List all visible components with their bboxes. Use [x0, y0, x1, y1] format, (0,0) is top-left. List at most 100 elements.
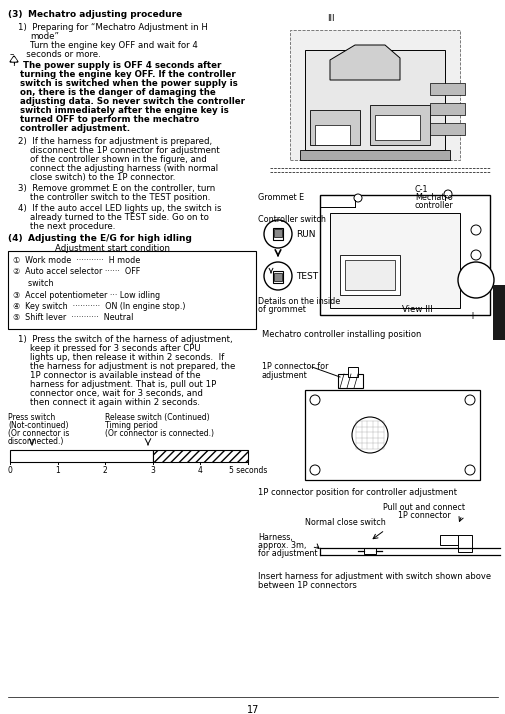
Text: disconnected.): disconnected.): [8, 437, 64, 446]
Text: the next procedure.: the next procedure.: [30, 222, 115, 231]
Text: ⑤  Shift lever  ···········  Neutral: ⑤ Shift lever ··········· Neutral: [13, 313, 133, 323]
Text: approx. 3m,: approx. 3m,: [258, 541, 306, 550]
Bar: [344, 260, 394, 290]
Bar: [329, 213, 459, 308]
Polygon shape: [329, 45, 399, 80]
Text: !: !: [13, 61, 16, 66]
Bar: [273, 271, 282, 283]
Bar: [273, 228, 282, 240]
Polygon shape: [12, 58, 17, 61]
Text: switch is switched when the power supply is: switch is switched when the power supply…: [20, 79, 237, 88]
Text: lights up, then release it within 2 seconds.  If: lights up, then release it within 2 seco…: [30, 353, 224, 362]
Circle shape: [464, 395, 474, 405]
Text: 1P connector is available instead of the: 1P connector is available instead of the: [30, 371, 200, 380]
Text: 4: 4: [197, 466, 203, 475]
Bar: [310, 110, 359, 145]
Text: View III: View III: [401, 305, 432, 314]
Bar: [305, 50, 444, 150]
Text: already turned to the TEST side. Go on to: already turned to the TEST side. Go on t…: [30, 213, 209, 222]
Text: controller adjustment.: controller adjustment.: [20, 124, 130, 133]
Bar: [319, 195, 489, 315]
Circle shape: [354, 194, 361, 202]
Text: 1P connector for: 1P connector for: [262, 362, 328, 371]
Text: 4)  If the auto accel LED lights up, the switch is: 4) If the auto accel LED lights up, the …: [18, 204, 221, 213]
Text: Timing period: Timing period: [105, 421, 158, 430]
Text: then connect it again within 2 seconds.: then connect it again within 2 seconds.: [30, 398, 199, 407]
Text: adjustment: adjustment: [262, 371, 307, 380]
Text: of grommet: of grommet: [258, 305, 305, 314]
Text: switch: switch: [13, 279, 54, 288]
Text: adjusting data. So never switch the controller: adjusting data. So never switch the cont…: [20, 97, 244, 106]
Text: ④  Key switch  ···········  ON (In engine stop.): ④ Key switch ··········· ON (In engine s…: [13, 302, 185, 311]
Text: Adjustment start condition: Adjustment start condition: [55, 244, 170, 253]
Text: +: +: [467, 311, 475, 321]
Text: close switch) to the 1P connector.: close switch) to the 1P connector.: [30, 173, 175, 182]
Text: the harness for adjustment is not prepared, the: the harness for adjustment is not prepar…: [30, 362, 235, 371]
Text: RUN: RUN: [295, 230, 315, 239]
Text: Controller switch: Controller switch: [258, 215, 325, 224]
Text: 0: 0: [8, 466, 13, 475]
Circle shape: [457, 262, 493, 298]
Text: Mechatro controller installing position: Mechatro controller installing position: [262, 330, 421, 339]
Bar: [305, 390, 479, 480]
Text: Details on the inside: Details on the inside: [258, 297, 339, 306]
Text: C-1: C-1: [414, 185, 428, 194]
Bar: [339, 255, 399, 295]
Text: (3): (3): [8, 10, 29, 19]
Text: keep it pressed for 3 seconds after CPU: keep it pressed for 3 seconds after CPU: [30, 344, 200, 353]
Text: (Not-continued): (Not-continued): [8, 421, 68, 430]
Text: The power supply is OFF 4 seconds after: The power supply is OFF 4 seconds after: [20, 61, 221, 70]
Bar: [8, 251, 256, 329]
Text: ①  Work mode  ···········  H mode: ① Work mode ··········· H mode: [13, 256, 140, 265]
Text: 17: 17: [246, 705, 259, 714]
Text: seconds or more.: seconds or more.: [18, 50, 100, 59]
Text: ②  Auto accel selector ······  OFF: ② Auto accel selector ······ OFF: [13, 268, 140, 276]
Bar: [315, 125, 349, 145]
Text: of the controller shown in the figure, and: of the controller shown in the figure, a…: [30, 155, 207, 164]
Circle shape: [464, 465, 474, 475]
Bar: [363, 548, 375, 554]
Text: mode”: mode”: [30, 32, 59, 41]
Bar: [337, 374, 362, 388]
Text: 1P connector: 1P connector: [397, 511, 450, 520]
Bar: [274, 229, 281, 237]
Text: Normal close switch: Normal close switch: [305, 518, 385, 527]
Text: ③  Accel potentiometer ··· Low idling: ③ Accel potentiometer ··· Low idling: [13, 291, 160, 299]
Text: 5 seconds: 5 seconds: [228, 466, 267, 475]
Text: Mechatro adjusting procedure: Mechatro adjusting procedure: [28, 10, 182, 19]
Bar: [429, 123, 464, 135]
Bar: [299, 150, 449, 160]
Text: on, there is the danger of damaging the: on, there is the danger of damaging the: [20, 88, 215, 97]
Text: 1)  Preparing for “Mechatro Adjustment in H: 1) Preparing for “Mechatro Adjustment in…: [18, 23, 208, 32]
Text: (Or connector is: (Or connector is: [8, 429, 69, 438]
Text: III: III: [326, 14, 334, 23]
Text: Release switch (Continued): Release switch (Continued): [105, 413, 209, 422]
Bar: [274, 273, 281, 281]
Text: Pull out and connect: Pull out and connect: [382, 503, 464, 512]
Text: 1)  Press the switch of the harness of adjustment,: 1) Press the switch of the harness of ad…: [18, 335, 232, 344]
Text: the controller switch to the TEST position.: the controller switch to the TEST positi…: [30, 193, 210, 202]
Text: 2)  If the harness for adjustment is prepared,: 2) If the harness for adjustment is prep…: [18, 137, 212, 146]
Circle shape: [310, 395, 319, 405]
Polygon shape: [10, 56, 18, 62]
Circle shape: [351, 417, 387, 453]
Text: harness for adjustment. That is, pull out 1P: harness for adjustment. That is, pull ou…: [30, 380, 216, 389]
Text: controller: controller: [414, 201, 453, 210]
Text: connect the adjusting harness (with normal: connect the adjusting harness (with norm…: [30, 164, 218, 173]
Text: turning the engine key OFF. If the controller: turning the engine key OFF. If the contr…: [20, 70, 235, 79]
Text: for adjustment: for adjustment: [258, 549, 317, 558]
Text: (Or connector is connected.): (Or connector is connected.): [105, 429, 214, 438]
Bar: [492, 285, 505, 340]
Text: turned OFF to perform the mechatro: turned OFF to perform the mechatro: [20, 115, 199, 124]
Text: connector once, wait for 3 seconds, and: connector once, wait for 3 seconds, and: [30, 389, 203, 398]
Text: Press switch: Press switch: [8, 413, 55, 422]
Text: between 1P connectors: between 1P connectors: [258, 581, 356, 590]
Circle shape: [264, 220, 291, 248]
Text: Mechatro: Mechatro: [414, 193, 452, 202]
Circle shape: [470, 250, 480, 260]
Circle shape: [310, 465, 319, 475]
Bar: [347, 367, 358, 377]
Text: 2: 2: [103, 466, 108, 475]
Text: Turn the engine key OFF and wait for 4: Turn the engine key OFF and wait for 4: [30, 41, 197, 50]
Bar: [429, 103, 464, 115]
